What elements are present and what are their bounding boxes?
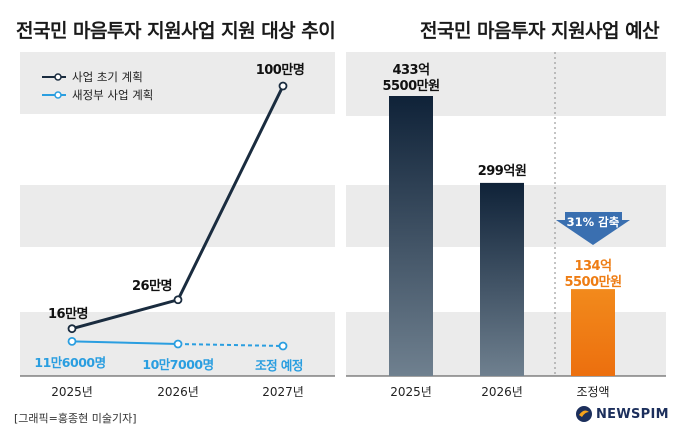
- bar-value-label: 299억원: [478, 164, 527, 179]
- data-label-new-plan: 11만6000명: [34, 355, 105, 370]
- budget-bar: [480, 182, 524, 376]
- budget-bar: [389, 96, 433, 376]
- data-point-new-plan: [173, 339, 183, 349]
- legend-label-new-plan: 새정부 사업 계획: [72, 88, 153, 102]
- x-tick-label: 2025년: [390, 385, 432, 399]
- data-point-initial-plan: [173, 295, 183, 305]
- data-label-new-plan: 10만7000명: [142, 357, 213, 372]
- x-tick-label: 2027년: [262, 385, 304, 399]
- bar-value-label: 5500만원: [382, 78, 439, 94]
- reduction-arrow-icon: [556, 212, 630, 245]
- right-chart-title: 전국민 마음투자 지원사업 예산: [420, 20, 660, 42]
- legend-label-initial-plan: 사업 초기 계획: [72, 70, 143, 84]
- budget-bar: [571, 289, 615, 376]
- left-chart-title: 전국민 마음투자 지원사업 지원 대상 추이: [16, 20, 336, 42]
- data-label-initial-plan: 26만명: [132, 278, 172, 294]
- x-tick-label: 2026년: [157, 385, 199, 399]
- graphic-credit: [그래픽=홍종현 미술기자]: [14, 412, 137, 425]
- x-tick-label: 조정액: [576, 385, 609, 399]
- logo-text: NEWSPIM: [596, 406, 669, 422]
- background-band: [20, 52, 335, 114]
- reduction-annotation: 31% 감축: [567, 215, 620, 229]
- x-tick-label: 2026년: [481, 385, 523, 399]
- data-point-new-plan: [67, 336, 77, 346]
- data-label-initial-plan: 16만명: [48, 306, 88, 322]
- background-band: [20, 185, 335, 247]
- legend-marker-new-plan: [54, 91, 62, 99]
- series-line-new-plan-projected: [177, 342, 284, 347]
- data-point-initial-plan: [67, 324, 77, 334]
- series-line-new-plan: [71, 340, 179, 345]
- x-tick-label: 2025년: [51, 385, 93, 399]
- data-point-new-plan: [278, 341, 288, 351]
- bar-value-label: 134억: [574, 259, 611, 274]
- data-point-initial-plan: [278, 81, 288, 91]
- data-label-new-plan: 조정 예정: [255, 358, 303, 373]
- bar-value-label: 5500만원: [564, 274, 621, 290]
- bar-value-label: 433억: [392, 63, 429, 78]
- legend-marker-initial-plan: [54, 73, 62, 81]
- data-label-initial-plan: 100만명: [256, 62, 305, 78]
- newspim-logo-icon: [576, 406, 592, 422]
- newspim-logo: NEWSPIM: [576, 406, 669, 422]
